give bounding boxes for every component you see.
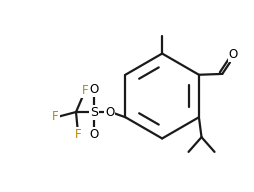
Text: S: S: [90, 106, 98, 118]
Text: F: F: [82, 84, 88, 97]
Text: F: F: [74, 128, 81, 141]
Text: O: O: [228, 48, 237, 61]
Text: F: F: [52, 110, 59, 123]
Text: O: O: [105, 106, 114, 118]
Text: O: O: [89, 83, 99, 96]
Text: O: O: [89, 128, 99, 141]
